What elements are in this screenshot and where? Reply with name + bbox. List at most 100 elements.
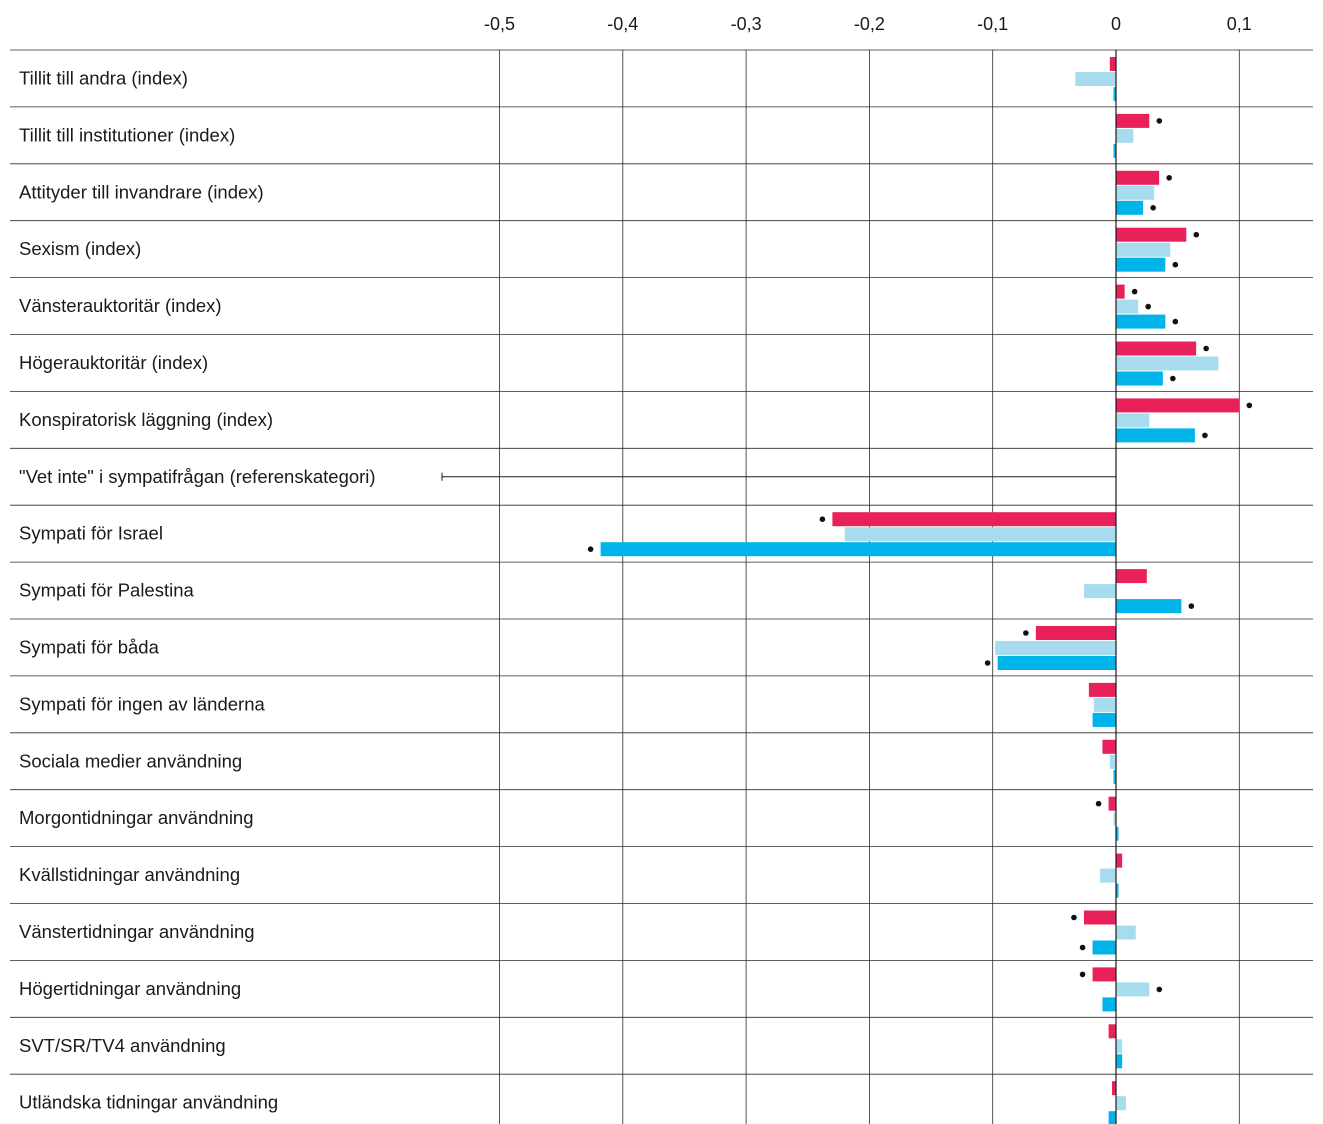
bar: [1113, 87, 1116, 101]
significance-dot: [1156, 986, 1163, 993]
category-label: Sexism (index): [19, 238, 141, 259]
significance-dot: [1131, 288, 1138, 295]
significance-dot: [1170, 375, 1176, 382]
category-labels: Tillit till andra (index) Tillit till ins…: [19, 67, 376, 1112]
bar: [1116, 599, 1182, 614]
category-label: Tillit till andra (index): [19, 67, 188, 88]
bar: [1075, 72, 1116, 86]
significance-dot: [1202, 432, 1208, 439]
category-label: Vänstertidningar användning: [19, 921, 255, 942]
bars: [600, 57, 1240, 1124]
x-tick-label: -0,3: [731, 14, 762, 34]
x-tick-label: -0,4: [607, 14, 638, 34]
bar: [1116, 341, 1197, 356]
bar: [1099, 868, 1116, 883]
x-tick-label: 0,1: [1227, 14, 1252, 34]
significance-dot: [984, 660, 991, 666]
bar: [1116, 1096, 1126, 1111]
bar: [1092, 967, 1116, 982]
bar: [1116, 227, 1187, 242]
significance-dot: [1079, 944, 1086, 951]
category-label: Attityder till invandrare (index): [19, 181, 264, 202]
significance-dot: [1071, 914, 1077, 921]
bar: [1108, 796, 1116, 811]
bar: [1108, 1111, 1116, 1124]
category-label: Högerauktoritär (index): [19, 352, 208, 373]
category-label: Högertidningar användning: [19, 978, 241, 999]
bar: [1092, 940, 1116, 955]
vertical-gridlines: [499, 50, 1240, 1124]
bar: [1092, 712, 1116, 727]
significance-dot: [1023, 630, 1029, 636]
bar: [1116, 853, 1123, 868]
significance-markers: [587, 118, 1253, 993]
bar: [1113, 769, 1116, 784]
bar: [1116, 398, 1240, 413]
bar: [1035, 626, 1116, 640]
bar: [1116, 242, 1171, 257]
significance-dot: [1193, 231, 1200, 238]
category-label: Sympati för båda: [19, 636, 160, 657]
bar: [1116, 883, 1119, 898]
bar: [1083, 584, 1116, 599]
bar: [1116, 257, 1166, 272]
bar: [1116, 170, 1160, 185]
bar: [1113, 811, 1116, 826]
significance-dot: [819, 516, 826, 522]
bar: [600, 542, 1116, 557]
bar: [1116, 128, 1134, 143]
significance-dot: [1156, 118, 1163, 124]
category-label: Konspiratorisk läggning (index): [19, 409, 273, 430]
bar: [1116, 371, 1163, 386]
category-label: Morgontidningar användning: [19, 807, 254, 828]
category-label: Vänsterauktoritär (index): [19, 295, 222, 316]
category-label: Kvällstidningar användning: [19, 864, 240, 885]
bar: [1108, 1024, 1116, 1039]
bar: [1093, 697, 1116, 712]
bar: [1113, 143, 1116, 158]
row-separators: [10, 49, 1313, 1075]
x-tick-label: -0,2: [854, 14, 885, 34]
reference-category-line: [441, 472, 1116, 481]
significance-dot: [1172, 261, 1179, 268]
bar: [1083, 910, 1116, 925]
x-tick-label: -0,5: [484, 14, 515, 34]
bar: [997, 656, 1116, 670]
bar: [844, 527, 1116, 542]
bar: [1116, 982, 1150, 997]
bar: [1116, 925, 1136, 940]
bar: [1116, 1054, 1123, 1069]
significance-dot: [1203, 345, 1209, 352]
bar: [1116, 356, 1219, 371]
bar: [1088, 682, 1116, 697]
category-label: SVT/SR/TV4 användning: [19, 1035, 226, 1056]
bar: [1116, 428, 1195, 443]
category-label: Tillit till institutioner (index): [19, 124, 235, 145]
bar: [1116, 185, 1155, 200]
x-tick-label: 0: [1111, 14, 1121, 34]
significance-dot: [1150, 205, 1156, 211]
bar: [1102, 997, 1116, 1012]
significance-dot: [1188, 603, 1195, 609]
category-label: Sympati för Palestina: [19, 580, 195, 601]
bar: [1116, 413, 1150, 428]
bar: [1116, 826, 1119, 841]
significance-dot: [1095, 800, 1102, 807]
significance-dot: [1145, 303, 1151, 310]
category-label: "Vet inte" i sympatifrågan (referenskate…: [19, 466, 376, 487]
category-label: Sympati för Israel: [19, 523, 163, 544]
bar: [995, 641, 1116, 655]
bar: [1116, 569, 1147, 584]
bar: [1109, 57, 1116, 71]
bar: [1116, 1039, 1123, 1054]
significance-dot: [1246, 402, 1253, 409]
significance-dot: [1172, 318, 1179, 325]
bar: [1116, 284, 1125, 299]
bar: [1102, 739, 1116, 754]
x-axis-tick-labels: -0,5 -0,4 -0,3 -0,2 -0,1 0 0,1: [484, 14, 1252, 34]
significance-dot: [587, 546, 594, 552]
bar: [1112, 1081, 1116, 1096]
significance-dot: [1079, 971, 1086, 978]
bar: [1116, 200, 1144, 215]
